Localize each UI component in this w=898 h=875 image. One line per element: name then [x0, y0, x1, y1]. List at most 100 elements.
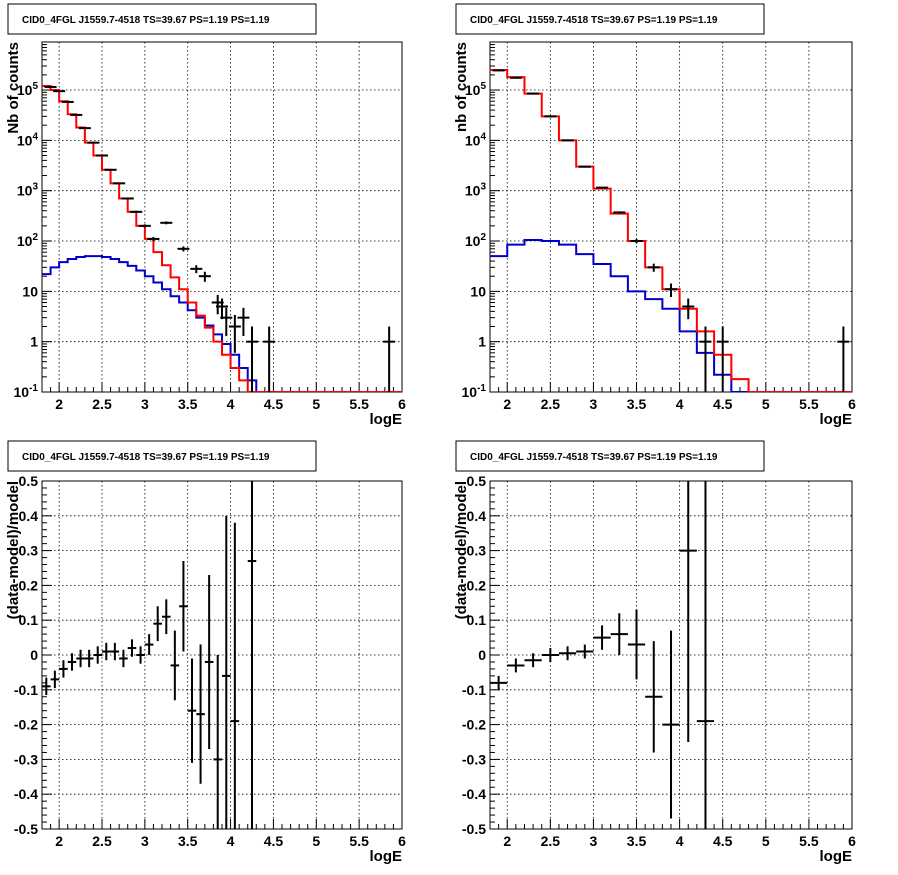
residual-point [153, 606, 162, 642]
x-tick-label: 3.5 [627, 396, 647, 412]
data-point [104, 168, 117, 171]
residual-point [490, 675, 508, 690]
residual-point [662, 630, 680, 819]
y-tick-label: -0.3 [462, 751, 486, 767]
residual-point [179, 561, 188, 652]
x-axis-title: logE [820, 411, 853, 428]
component-histogram [42, 255, 402, 392]
residual-point [576, 644, 594, 659]
residual-point [119, 649, 128, 668]
residual-point [93, 646, 102, 664]
residual-point [67, 653, 77, 671]
y-tick-label: 0 [30, 647, 38, 663]
model-histogram [42, 85, 402, 392]
y-tick-label: 102 [17, 232, 39, 249]
data-point [177, 246, 190, 252]
plot-area [490, 481, 715, 829]
residual-point [558, 646, 577, 661]
x-tick-label: 3 [590, 833, 598, 849]
y-tick-label: 105 [465, 81, 487, 98]
x-tick-label: 4 [227, 396, 235, 412]
plot-frame [489, 480, 853, 830]
x-tick-label: 5 [312, 833, 320, 849]
residual-point [59, 660, 68, 678]
x-tick-label: 4.5 [713, 396, 733, 412]
y-axis-title: Nb of counts [5, 42, 22, 134]
data-point [160, 221, 173, 225]
data-point [113, 182, 126, 185]
x-tick-label: 3.5 [178, 833, 198, 849]
x-tick-label: 5.5 [799, 396, 819, 412]
data-point [138, 224, 151, 228]
data-point [716, 326, 729, 392]
x-tick-label: 2 [503, 833, 511, 849]
x-axis-title: logE [370, 848, 403, 865]
data-point [220, 307, 233, 336]
x-tick-label: 5.5 [799, 833, 819, 849]
residual-point [213, 655, 222, 829]
data-point [383, 326, 396, 392]
residual-point [162, 599, 171, 635]
x-tick-label: 4 [676, 833, 684, 849]
x-tick-label: 2 [55, 833, 63, 849]
residual-point [136, 646, 145, 664]
plot-area [490, 68, 852, 392]
plot-frame [41, 480, 403, 830]
residual-point [247, 481, 257, 829]
residual-point [593, 625, 611, 650]
plot-area [42, 85, 402, 392]
residual-point [222, 515, 231, 829]
x-tick-label: 6 [848, 396, 856, 412]
y-tick-label: 0.1 [467, 612, 487, 628]
data-point [596, 186, 609, 189]
y-tick-label: -0.1 [14, 682, 38, 698]
residual-point [42, 677, 51, 696]
y-axis-title: nb of counts [453, 42, 470, 132]
residual-point [541, 648, 559, 662]
y-tick-label: -0.2 [462, 717, 486, 733]
data-point [699, 326, 712, 392]
y-tick-label: 103 [17, 182, 39, 199]
data-point [837, 326, 850, 392]
data-point [682, 298, 695, 320]
x-tick-label: 5 [762, 396, 770, 412]
y-axis-title: (data-model)/model [5, 481, 22, 619]
y-tick-label: 102 [465, 232, 487, 249]
y-tick-label: 104 [17, 131, 39, 148]
chart-title: CID0_4FGL J1559.7-4518 TS=39.67 PS=1.19 … [22, 15, 270, 26]
y-tick-label: -0.4 [462, 786, 486, 802]
chart-title: CID0_4FGL J1559.7-4518 TS=39.67 PS=1.19 … [22, 452, 270, 463]
plot-area [42, 481, 257, 829]
y-tick-label: 0.3 [19, 543, 39, 559]
x-tick-label: 6 [398, 833, 406, 849]
x-tick-label: 4.5 [264, 396, 284, 412]
residual-point [627, 609, 646, 680]
data-point [630, 238, 643, 244]
data-point [665, 283, 677, 298]
y-tick-label: 0.2 [467, 577, 487, 593]
panel-2: CID0_4FGL J1559.7-4518 TS=39.67 PS=1.19 … [453, 3, 856, 428]
y-tick-label: 0.4 [19, 508, 39, 524]
x-tick-label: 4.5 [713, 833, 733, 849]
y-axis-title: (data-model)/model [453, 481, 470, 619]
data-point [246, 326, 258, 392]
y-tick-label: 0.3 [467, 543, 487, 559]
residual-point [102, 642, 111, 661]
chart-title: CID0_4FGL J1559.7-4518 TS=39.67 PS=1.19 … [470, 452, 718, 463]
y-tick-label: 105 [17, 81, 39, 98]
residual-point [187, 658, 197, 763]
x-axis-title: logE [370, 411, 403, 428]
residual-point [610, 613, 628, 655]
y-tick-label: 1 [478, 334, 486, 350]
data-point [198, 271, 211, 282]
data-point [147, 237, 160, 242]
residual-point [645, 641, 663, 753]
x-tick-label: 5.5 [349, 396, 369, 412]
y-tick-label: 10 [470, 283, 486, 299]
residual-point [84, 649, 94, 668]
x-tick-label: 2 [503, 396, 511, 412]
x-tick-label: 3 [141, 396, 149, 412]
x-tick-label: 3.5 [627, 833, 647, 849]
panel-1: CID0_4FGL J1559.7-4518 TS=39.67 PS=1.19 … [5, 3, 406, 428]
title-box [455, 3, 765, 35]
